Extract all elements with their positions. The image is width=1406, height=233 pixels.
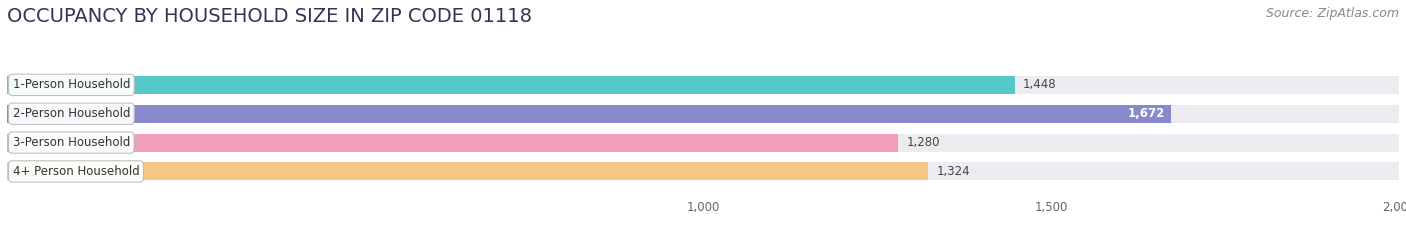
Text: 4+ Person Household: 4+ Person Household bbox=[13, 165, 139, 178]
Text: OCCUPANCY BY HOUSEHOLD SIZE IN ZIP CODE 01118: OCCUPANCY BY HOUSEHOLD SIZE IN ZIP CODE … bbox=[7, 7, 531, 26]
Text: 1,672: 1,672 bbox=[1128, 107, 1166, 120]
Bar bbox=[7, 134, 898, 151]
Bar bbox=[7, 105, 1171, 123]
Bar bbox=[7, 134, 1399, 151]
Bar bbox=[7, 76, 1399, 94]
Text: 2-Person Household: 2-Person Household bbox=[13, 107, 131, 120]
Text: 3-Person Household: 3-Person Household bbox=[13, 136, 129, 149]
Text: Source: ZipAtlas.com: Source: ZipAtlas.com bbox=[1265, 7, 1399, 20]
Bar bbox=[7, 162, 1399, 180]
Bar bbox=[7, 162, 928, 180]
Text: 1,448: 1,448 bbox=[1024, 78, 1057, 91]
Text: 1,324: 1,324 bbox=[936, 165, 970, 178]
Bar bbox=[7, 76, 1015, 94]
Bar bbox=[7, 105, 1399, 123]
Text: 1-Person Household: 1-Person Household bbox=[13, 78, 131, 91]
Text: 1,280: 1,280 bbox=[907, 136, 939, 149]
